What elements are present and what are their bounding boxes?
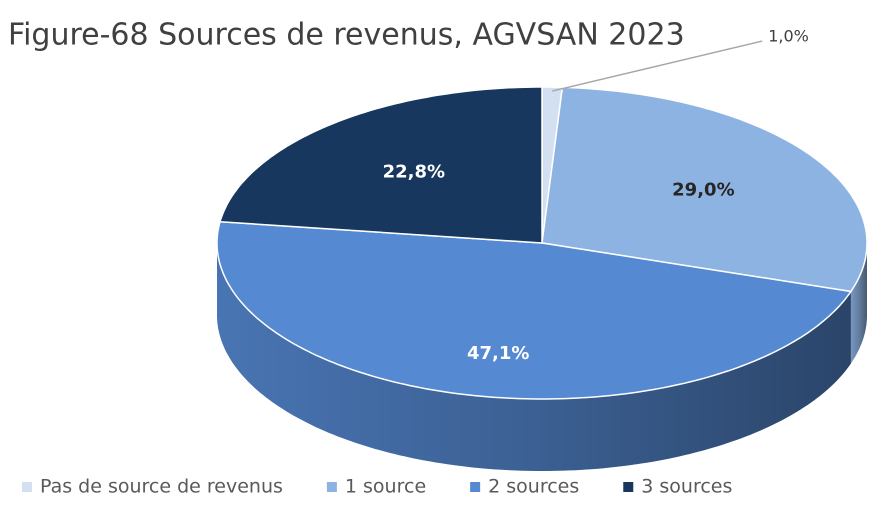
legend-marker: [22, 482, 32, 492]
slice: [219, 86, 543, 244]
legend-marker: [470, 482, 481, 492]
legend-label: Pas de source de revenus: [40, 476, 283, 498]
slice: [216, 220, 853, 400]
data-label: 1,0%: [768, 27, 809, 46]
legend-marker: [326, 482, 337, 492]
data-label: 47,1%: [467, 343, 529, 364]
legend-label: 2 sources: [488, 476, 579, 498]
data-label: 22,8%: [383, 161, 445, 182]
legend-label: 1 source: [345, 476, 426, 498]
leader-line: [552, 40, 763, 92]
slice-side-shade: [850, 243, 867, 364]
data-label: 29,0%: [672, 179, 734, 200]
legend-marker: [623, 482, 634, 492]
slice: [541, 86, 868, 293]
legend-label: 3 sources: [641, 476, 732, 498]
chart-title: Figure-68 Sources de revenus, AGVSAN 202…: [8, 18, 685, 53]
slice-side-shade: [217, 243, 851, 471]
